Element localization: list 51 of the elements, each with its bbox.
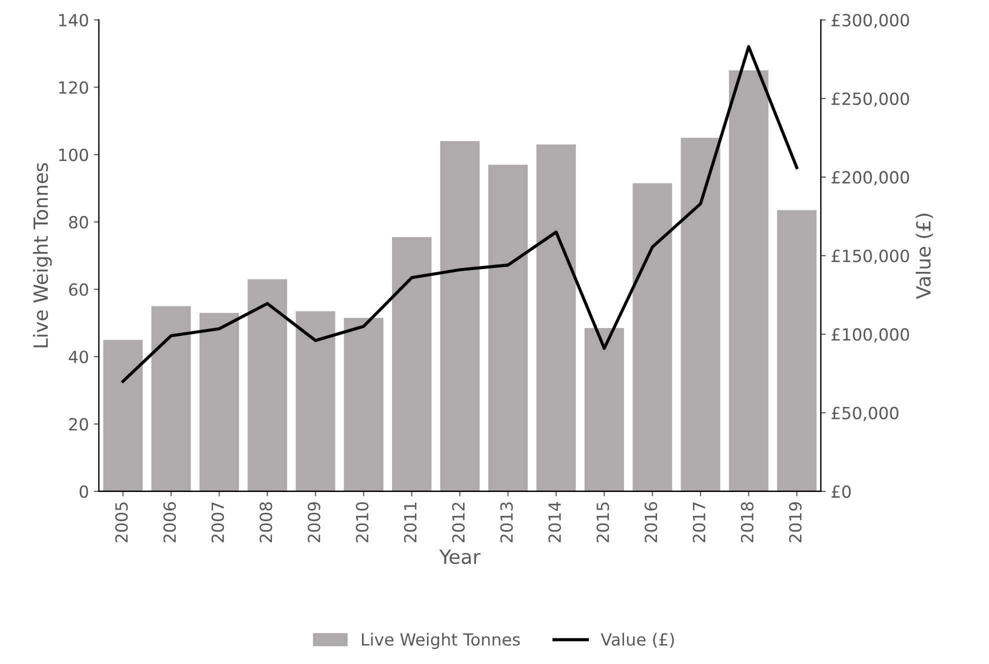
x-tick-label: 2008 — [260, 502, 272, 542]
y2-tick-label: £250,000 — [832, 92, 910, 107]
y2-tick-label: £200,000 — [832, 171, 910, 186]
x-tick-label: 2013 — [500, 502, 513, 542]
x-tick-label: 2006 — [163, 502, 176, 542]
y-tick-label: 80 — [69, 216, 88, 229]
y2-tick-label: £0 — [832, 485, 851, 498]
bar — [248, 279, 288, 492]
line-series — [121, 45, 798, 383]
x-tick-label: 2018 — [740, 502, 754, 542]
bar — [584, 328, 624, 492]
y-tick-label: 100 — [59, 148, 88, 162]
y2-tick-label: £150,000 — [832, 250, 910, 264]
bar — [536, 144, 576, 492]
legend-label: Live Weight Tonnes — [362, 632, 520, 649]
y-tick-label: 120 — [59, 81, 88, 94]
x-tick-label: 2011 — [404, 502, 417, 542]
x-tick-label: 2005 — [115, 502, 128, 542]
x-tick-label: 2015 — [596, 502, 610, 542]
y-axis-title: Live Weight Tonnes — [32, 163, 52, 348]
y2-tick-label: £100,000 — [832, 328, 910, 342]
bar — [392, 237, 432, 492]
bar — [728, 70, 768, 492]
x-tick-label: 2019 — [789, 502, 802, 542]
y-tick-label: 60 — [69, 283, 88, 296]
y-tick-label: 140 — [59, 14, 88, 26]
bar — [440, 141, 480, 492]
x-tick-label: 2017 — [692, 502, 706, 542]
x-tick-label: 2014 — [548, 502, 561, 542]
bar — [344, 318, 384, 492]
y-tick-label: 20 — [69, 418, 88, 431]
y-tick-label: 40 — [68, 350, 88, 364]
bar — [103, 340, 143, 492]
bar — [680, 138, 720, 492]
x-tick-label: 2016 — [644, 502, 658, 542]
y2-axis-title: Value (£) — [916, 214, 934, 300]
y2-tick-label: £50,000 — [832, 406, 898, 422]
y2-tick-label: £300,000 — [832, 14, 910, 28]
x-tick-label: 2012 — [452, 502, 465, 542]
bar — [151, 306, 191, 492]
bar — [488, 164, 528, 492]
bar — [199, 312, 239, 492]
bar — [632, 183, 672, 492]
bar — [777, 210, 817, 492]
y-tick-label: 0 — [80, 485, 88, 498]
x-tick-label: 2009 — [308, 502, 320, 542]
legend-label: Value (£) — [600, 632, 674, 648]
bar — [296, 311, 336, 492]
x-axis-title: Year — [439, 550, 480, 564]
x-tick-label: 2007 — [211, 502, 224, 542]
x-tick-label: 2010 — [356, 502, 368, 542]
